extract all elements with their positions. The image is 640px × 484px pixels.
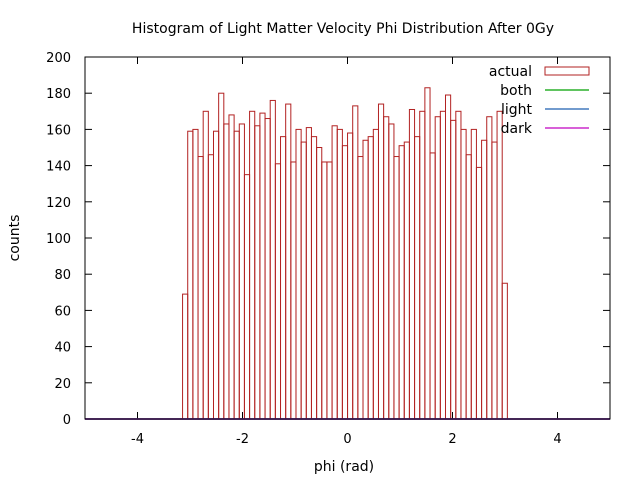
chart-title: Histogram of Light Matter Velocity Phi D… [132,21,554,37]
histogram-bar [393,156,400,420]
histogram-bar [316,147,323,420]
histogram-bar [496,110,503,420]
histogram-bar [465,154,472,420]
histogram-bar [450,119,457,420]
histogram-bar [212,130,220,420]
histogram-bar [290,161,297,420]
histogram-bar [475,166,483,420]
legend-label: actual [489,64,532,80]
histogram-bar [403,141,410,420]
legend-swatch-actual [544,66,590,76]
histogram-bar [331,125,338,420]
histogram-bar [362,139,369,420]
histogram-bar [269,99,276,420]
y-tick-label: 0 [63,413,71,428]
histogram-bar [264,118,271,420]
histogram-bar [254,125,261,420]
histogram-bars [182,87,508,420]
y-tick-label: 180 [46,87,71,102]
histogram-bar [398,145,405,420]
y-tick-label: 20 [54,377,71,392]
histogram-bar [357,156,364,420]
histogram-bar [372,128,379,420]
y-tick-label: 140 [46,160,71,175]
histogram-bar [419,110,426,420]
histogram-bar [352,105,359,420]
y-tick-label: 160 [46,123,71,138]
histogram-bar [377,103,385,420]
histogram-bar [249,110,256,420]
axis-ticks: 0 20 40 60 80 100 120 140 160 180 200 -4 -2 0 2 4 [46,51,610,447]
x-tick-label: -2 [236,432,249,447]
histogram-bar [444,94,452,420]
y-tick-label: 120 [46,196,71,211]
histogram-bar [182,293,189,420]
histogram-bar [238,123,245,420]
histogram-bar [326,161,333,420]
histogram-bar [501,282,508,420]
histogram-bar [434,116,441,420]
histogram-bar [414,136,421,420]
histogram-bar [259,112,266,420]
y-tick-label: 60 [54,304,71,319]
y-tick-label: 200 [46,51,71,66]
histogram-bar [223,123,230,420]
histogram-bar [424,87,431,420]
histogram-bar [341,145,349,420]
histogram-bar [367,136,374,420]
y-tick-label: 40 [54,341,71,356]
histogram-bar [233,130,240,420]
histogram-bar [274,163,282,420]
legend: actual both light dark [489,64,590,137]
histogram-bar [207,154,214,420]
histogram-bar [491,141,498,420]
histogram-bar [300,141,307,420]
y-axis-label: counts [7,215,23,262]
histogram-bar [455,110,462,420]
histogram-bar [347,132,354,420]
x-tick-label: 2 [448,432,456,447]
histogram-bar [228,114,235,420]
histogram-bar [383,116,390,420]
histogram-bar [187,130,194,420]
histogram-bar [280,136,287,420]
x-tick-label: -4 [131,432,144,447]
x-tick-label: 4 [553,432,561,447]
histogram-bar [439,110,446,420]
histogram-bar [202,110,209,420]
histogram-bar [429,152,436,420]
histogram-bar [336,128,343,420]
histogram-bar [460,128,467,420]
histogram-bar [197,156,204,420]
histogram-bar [486,116,493,420]
histogram-bar [192,128,199,420]
histogram-bar [310,136,318,420]
histogram-bar [285,103,292,420]
histogram-bar [218,92,225,420]
histogram-bar [388,123,395,420]
legend-label: both [500,83,532,99]
y-tick-label: 100 [46,232,71,247]
histogram-bar [408,108,416,420]
legend-label: light [501,102,533,118]
plot-frame [84,56,611,420]
x-axis-label: phi (rad) [314,459,374,475]
histogram-bar [481,139,488,420]
y-tick-label: 80 [54,268,71,283]
legend-label: dark [501,121,533,137]
histogram-bar [243,174,251,420]
histogram-bar [321,161,328,420]
histogram-bar [470,128,477,420]
x-tick-label: 0 [343,432,351,447]
histogram-bar [295,128,302,420]
histogram-bar [305,127,312,420]
